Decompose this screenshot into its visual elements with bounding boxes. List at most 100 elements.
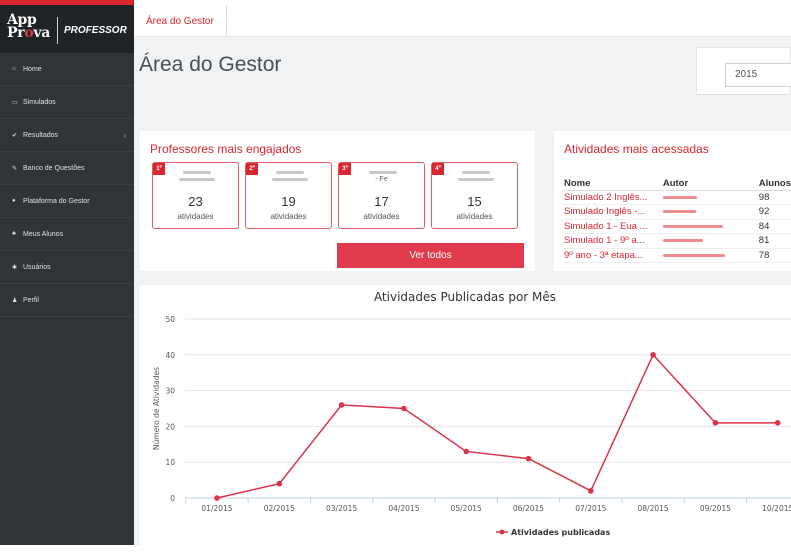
professor-surname-redacted — [179, 178, 215, 181]
legend-label: Atividades publicadas — [511, 528, 610, 537]
professor-name-redacted — [183, 171, 211, 174]
y-tick-label: 20 — [165, 422, 175, 431]
home-icon: ⌂ — [12, 66, 16, 72]
x-tick-label: 04/2015 — [388, 504, 419, 513]
table-row[interactable]: 9º ano - 3ª etapa... 78 — [564, 248, 791, 263]
data-point — [588, 488, 594, 494]
data-point — [214, 495, 220, 501]
x-tick-label: 08/2015 — [638, 504, 669, 513]
breadcrumb-item[interactable]: Área do Gestor — [146, 15, 214, 27]
table-row[interactable]: Simulado 1 - 9º a... 81 — [564, 233, 791, 249]
activity-name-link[interactable]: Simulado 1 - 9º a... — [564, 233, 663, 249]
activity-name-link[interactable]: 9º ano - 3ª etapa... — [564, 248, 663, 263]
sidebar-item-label: Resultados — [23, 131, 59, 139]
activity-author-redacted — [662, 233, 759, 249]
user-icon: ♟ — [12, 297, 18, 304]
activities-title: Atividades mais acessadas — [564, 142, 709, 156]
data-point — [338, 402, 345, 408]
laptop-icon: ▭ — [12, 99, 18, 106]
sidebar-accent-bar — [0, 0, 134, 5]
sidebar-item-usu-rios[interactable]: ✱ Usuários — [0, 251, 134, 284]
activity-count: 15 — [467, 194, 482, 209]
data-point — [774, 420, 781, 426]
x-tick-label: 05/2015 — [451, 504, 482, 513]
activity-count: 19 — [281, 194, 296, 209]
x-tick-label: 07/2015 — [575, 504, 606, 513]
x-tick-label: 10/2015 — [762, 504, 791, 513]
professor-card[interactable]: 3º - Fe 17 atividades — [338, 162, 425, 229]
sidebar-item-label: Banco de Questões — [23, 164, 85, 172]
professor-card[interactable]: 2º 19 atividades — [245, 162, 332, 229]
col-header-students: Alunos — [758, 177, 791, 191]
role-label: PROFESSOR — [64, 25, 127, 36]
x-tick-label: 03/2015 — [326, 504, 357, 513]
chart-title: Atividades Publicadas por Mês — [374, 290, 556, 304]
activity-students: 81 — [758, 233, 791, 249]
rank-badge: 1º — [153, 163, 165, 175]
activity-count: 17 — [374, 194, 389, 209]
activities-table: Nome Autor Alunos Simulado 2 Inglês... 98… — [564, 177, 791, 263]
activity-students: 84 — [758, 219, 791, 234]
activity-count: 23 — [188, 194, 203, 209]
data-point — [712, 420, 719, 426]
activity-students: 78 — [758, 248, 791, 263]
data-point — [276, 480, 283, 487]
chart-panel: Atividades Publicadas por Mês 0 10 20 30 40 50… — [140, 285, 791, 545]
app-logo: App Prova — [7, 13, 50, 41]
x-tick-label: 09/2015 — [700, 504, 731, 513]
sidebar-item-perfil[interactable]: ♟ Perfil — [0, 284, 134, 317]
sidebar-item-label: Usuários — [23, 263, 51, 271]
activity-unit-label: atividades — [456, 212, 493, 221]
col-header-name: Nome — [564, 177, 663, 191]
y-tick-label: 50 — [165, 315, 175, 324]
data-point — [401, 405, 407, 412]
sidebar-item-plataforma-do-gestor[interactable]: ● Plataforma do Gestor — [0, 185, 134, 218]
professor-surname-redacted — [458, 178, 494, 181]
x-tick-label: 01/2015 — [201, 504, 232, 513]
activity-unit-label: atividades — [270, 212, 307, 221]
rank-badge: 4º — [432, 163, 444, 175]
gear-icon: ✱ — [12, 264, 18, 271]
professor-name-redacted — [462, 171, 490, 174]
rank-badge: 2º — [246, 163, 258, 175]
sidebar-item-home[interactable]: ⌂ Home — [0, 53, 134, 86]
activity-author-redacted — [662, 248, 759, 263]
sidebar-item-label: Plataforma do Gestor — [23, 197, 90, 205]
breadcrumb[interactable]: Área do Gestor — [134, 5, 227, 37]
activity-unit-label: atividades — [177, 212, 214, 221]
activity-name-link[interactable]: Simulado 2 Inglês... — [564, 190, 663, 205]
year-select[interactable]: 2015 — [725, 63, 791, 87]
table-row[interactable]: Simulado Inglês -... 92 — [564, 204, 791, 220]
series-line — [216, 353, 778, 499]
professor-name-redacted — [369, 171, 397, 174]
sidebar-item-simulados[interactable]: ▭ Simulados — [0, 86, 134, 119]
x-tick-label: 06/2015 — [513, 504, 544, 513]
sidebar-item-banco-de-quest-es[interactable]: ✎ Banco de Questões — [0, 152, 134, 185]
professor-card[interactable]: 4º 15 atividades — [431, 162, 518, 229]
activity-unit-label: atividades — [363, 212, 400, 221]
sidebar: App Prova PROFESSOR ⌂ Home ▭ Simulados ✔ Resu… — [0, 0, 134, 545]
y-axis-label: Número de Atividades — [152, 367, 161, 450]
brand-header[interactable]: App Prova PROFESSOR — [0, 5, 134, 53]
activities-line-chart: Atividades Publicadas por Mês 0 10 20 30 40 50… — [152, 290, 791, 537]
sidebar-menu: ⌂ Home ▭ Simulados ✔ Resultados › ✎ Banco de Que… — [0, 53, 134, 317]
activity-students: 98 — [758, 190, 791, 205]
activity-students: 92 — [758, 204, 791, 220]
see-all-button[interactable]: Ver todos — [337, 243, 524, 268]
sidebar-item-label: Simulados — [23, 98, 56, 106]
sidebar-item-resultados[interactable]: ✔ Resultados › — [0, 119, 134, 152]
users-icon: ♣ — [12, 231, 16, 237]
x-tick-label: 02/2015 — [264, 504, 295, 513]
table-row[interactable]: Simulado 2 Inglês... 98 — [564, 190, 791, 205]
professor-card[interactable]: 1º 23 atividades — [152, 162, 239, 229]
logo-line2: Prova — [7, 25, 50, 41]
dashboard-icon: ● — [12, 198, 16, 204]
activity-name-link[interactable]: Simulado Inglês -... — [564, 204, 663, 220]
professors-title: Professores mais engajados — [150, 142, 302, 156]
y-tick-label: 0 — [170, 494, 175, 503]
y-tick-label: 10 — [165, 458, 175, 467]
activity-name-link[interactable]: Simulado 1 - Eua ... — [564, 219, 663, 234]
data-point — [650, 352, 656, 358]
table-row[interactable]: Simulado 1 - Eua ... 84 — [564, 219, 791, 234]
sidebar-item-meus-alunos[interactable]: ♣ Meus Alunos — [0, 218, 134, 251]
